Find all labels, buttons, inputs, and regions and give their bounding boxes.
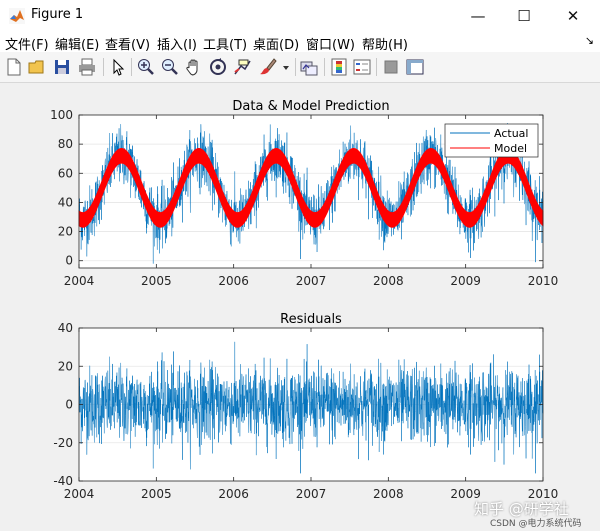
x-tick-label: 2007	[296, 274, 327, 288]
legend-box[interactable]: Actual Model	[444, 123, 539, 158]
show-plot-tools-icon[interactable]	[405, 57, 425, 77]
x-tick-label: 2006	[218, 274, 249, 288]
x-tick-label: 2010	[528, 487, 559, 501]
edit-plot-arrow-icon[interactable]	[108, 57, 128, 77]
matlab-logo-icon	[9, 8, 25, 24]
zoom-in-icon[interactable]	[136, 57, 156, 77]
axes-bottom-plot-area	[78, 341, 544, 474]
axes-bottom-ticks: 2004 2005 2006 2007 2008 2009 2010 -40 -20 0 20 40	[53, 321, 558, 501]
y-tick-label: 40	[58, 195, 73, 209]
menu-view[interactable]: 查看(V)	[105, 38, 151, 53]
link-plot-icon[interactable]	[299, 57, 319, 77]
toolbar	[0, 52, 600, 83]
minimize-button[interactable]: —	[470, 7, 486, 25]
y-tick-label: 0	[65, 398, 73, 412]
y-tick-label: 80	[58, 137, 73, 151]
menu-help[interactable]: 帮助(H)	[362, 38, 408, 53]
y-tick-label: -20	[53, 436, 73, 450]
x-tick-label: 2007	[296, 487, 327, 501]
pan-hand-icon[interactable]	[184, 57, 204, 77]
x-tick-label: 2006	[218, 487, 249, 501]
y-tick-label: 40	[58, 321, 73, 335]
menu-tools[interactable]: 工具(T)	[203, 38, 248, 53]
toolbar-separator	[103, 58, 104, 76]
menu-desktop[interactable]: 桌面(D)	[253, 38, 300, 53]
menu-dock-arrow-icon[interactable]: ↘	[584, 34, 594, 47]
menu-window[interactable]: 窗口(W)	[306, 38, 355, 53]
toolbar-separator	[324, 58, 325, 76]
colorbar-icon[interactable]	[329, 57, 349, 77]
x-tick-label: 2004	[64, 487, 95, 501]
menu-file[interactable]: 文件(F)	[5, 38, 49, 53]
x-tick-label: 2009	[450, 487, 481, 501]
axes-bottom[interactable]: 2004 2005 2006 2007 2008 2009 2010-40-2002040 …	[53, 312, 558, 501]
axes-top[interactable]: 2004 2005 2006 2007 2008 2009 2010 0 20 40 60 80 100…	[50, 99, 558, 288]
y-tick-label: 60	[58, 166, 73, 180]
y-tick-label: 100	[50, 108, 73, 122]
save-icon[interactable]	[52, 57, 72, 77]
x-tick-label: 2010	[528, 274, 559, 288]
menu-bar: 文件(F) 编辑(E) 查看(V) 插入(I) 工具(T) 桌面(D) 窗口(W…	[0, 32, 600, 53]
watermark-main: 知乎 @研学社	[474, 500, 569, 518]
menu-edit[interactable]: 编辑(E)	[55, 38, 100, 53]
rotate-3d-icon[interactable]	[208, 57, 228, 77]
x-tick-label: 2008	[373, 487, 404, 501]
zoom-out-icon[interactable]	[160, 57, 180, 77]
hide-plot-tools-icon[interactable]	[381, 57, 401, 77]
chart-bottom-title: Residuals	[280, 312, 342, 327]
x-tick-label: 2005	[141, 274, 172, 288]
figure-canvas: 2004 2005 2006 2007 2008 2009 2010 0 20 40 60 80 100…	[0, 83, 600, 531]
x-tick-label: 2008	[373, 274, 404, 288]
legend-model-label: Model	[494, 142, 527, 155]
maximize-button[interactable]: ☐	[517, 7, 531, 25]
x-tick-label: 2004	[64, 274, 95, 288]
legend-frame	[444, 123, 539, 158]
open-file-icon[interactable]	[27, 57, 47, 77]
brush-icon[interactable]	[258, 57, 278, 77]
x-tick-label: 2009	[450, 274, 481, 288]
print-icon[interactable]	[77, 57, 97, 77]
brush-dropdown-icon[interactable]	[281, 57, 291, 77]
watermark-sub: CSDN @电力系统代码	[490, 519, 582, 529]
y-tick-label: 20	[58, 359, 73, 373]
toolbar-separator	[376, 58, 377, 76]
new-figure-icon[interactable]	[4, 57, 24, 77]
x-tick-label: 2005	[141, 487, 172, 501]
legend-icon[interactable]	[352, 57, 372, 77]
title-bar: Figure 1 — ☐ ✕	[0, 0, 600, 32]
chart-top-title: Data & Model Prediction	[232, 99, 389, 114]
window-title: Figure 1	[31, 7, 84, 22]
toolbar-separator	[131, 58, 132, 76]
close-button[interactable]: ✕	[566, 7, 580, 25]
axes-top-ticks: 2004 2005 2006 2007 2008 2009 2010 0 20 40 60 80 100	[50, 108, 558, 288]
y-tick-label: -40	[53, 474, 73, 488]
menu-insert[interactable]: 插入(I)	[157, 38, 197, 53]
series-residuals-line	[78, 341, 544, 474]
y-tick-label: 20	[58, 225, 73, 239]
toolbar-separator	[295, 58, 296, 76]
legend-actual-label: Actual	[494, 127, 528, 140]
y-tick-label: 0	[65, 254, 73, 268]
figure-svg: 2004 2005 2006 2007 2008 2009 2010 0 20 40 60 80 100…	[50, 99, 558, 501]
data-cursor-icon[interactable]	[232, 57, 252, 77]
